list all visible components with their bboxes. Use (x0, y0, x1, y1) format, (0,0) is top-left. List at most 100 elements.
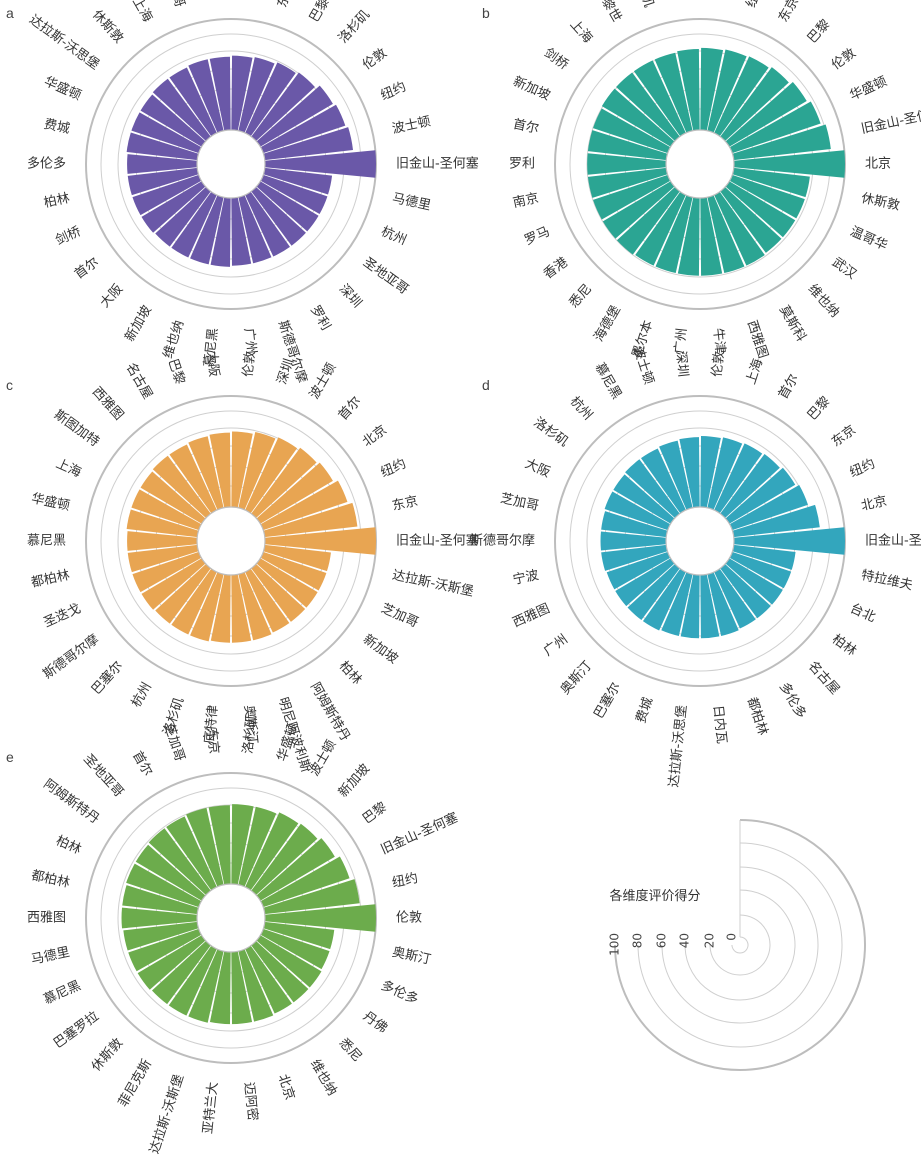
bar-华盛顿 (238, 806, 277, 887)
category-label: 菲尼克斯 (116, 1057, 155, 1110)
category-label: 新加坡 (122, 303, 155, 345)
bar-东京 (238, 57, 275, 133)
bar-广州 (677, 197, 700, 276)
category-label: 深圳 (275, 357, 297, 386)
scale-tick-label: 60 (655, 933, 669, 948)
category-label: 罗利 (307, 303, 333, 333)
bar-芝加哥 (188, 59, 224, 133)
category-label: 旧金山-圣何塞 (378, 809, 460, 857)
category-label: 旧金山-圣何塞 (860, 104, 921, 137)
bar-多伦多 (260, 928, 330, 970)
center-hole (665, 129, 735, 199)
bar-多伦多 (714, 568, 756, 629)
bar-北京 (256, 462, 333, 524)
category-label: 北京 (865, 157, 891, 172)
bar-宁波 (601, 544, 668, 571)
legend-mask (600, 805, 740, 945)
panel-letter: c (6, 377, 13, 393)
bar-北京 (238, 949, 274, 1022)
category-label: 斯图加特 (51, 407, 102, 450)
category-label: 香港 (541, 255, 571, 282)
bar-上海 (616, 72, 680, 142)
bar-芝加哥 (677, 48, 700, 131)
bar-广州 (615, 558, 675, 607)
category-label: 牛津 (710, 327, 728, 354)
bar-华盛顿 (729, 101, 821, 154)
category-label: 斯德哥尔摩 (40, 631, 102, 682)
category-label: 维也纳 (307, 1057, 339, 1098)
category-label: 奥斯汀 (558, 659, 595, 698)
bar-香港 (602, 181, 675, 239)
category-label: 华盛顿 (848, 74, 890, 104)
category-label: 首尔 (776, 372, 802, 402)
bar-圣地亚哥 (148, 828, 211, 896)
category-label: 首尔 (72, 255, 102, 282)
panel-letter: d (482, 377, 490, 393)
bar-巴黎 (720, 67, 789, 142)
category-label: 巴黎 (805, 394, 834, 423)
category-label: 新加坡 (360, 631, 401, 667)
bar-波士顿 (659, 440, 693, 510)
category-label: 阿姆斯特丹 (307, 680, 352, 744)
category-label: 新加坡 (511, 73, 553, 103)
category-label: 芝加哥 (161, 721, 188, 763)
bar-纽约 (729, 484, 809, 531)
bar-波士顿 (263, 127, 353, 161)
bar-华盛顿 (131, 112, 202, 154)
category-label: 波士顿 (630, 345, 656, 387)
category-label: 底特律 (201, 704, 221, 744)
category-label: 东京 (776, 0, 802, 25)
bar-波士顿 (245, 437, 298, 514)
category-label: 巴塞罗拉 (50, 1008, 101, 1052)
bar-丹佛 (256, 935, 322, 988)
category-label: 巴塞尔 (591, 680, 624, 722)
bar-明尼阿波利斯 (238, 572, 272, 641)
bar-慕尼黑 (127, 531, 198, 551)
bar-大阪 (155, 186, 211, 247)
bar-洛杉矶 (190, 572, 224, 642)
bar-牛津 (700, 197, 723, 276)
bar-海德堡 (635, 191, 686, 266)
bar-北京 (732, 504, 820, 538)
radial-chart-a: a旧金山-圣何塞马德里杭州圣地亚哥深圳罗利斯德哥尔摩广州慕尼黑维也纳新加坡大阪首… (6, 0, 479, 385)
bar-费城 (661, 572, 693, 636)
bar-阿姆斯特丹 (245, 568, 290, 633)
category-label: 巴黎 (805, 17, 834, 46)
category-label: 维也纳 (161, 319, 187, 361)
bar-华盛顿 (126, 509, 199, 538)
bar-大阪 (209, 432, 231, 508)
category-label: 慕尼黑 (42, 978, 84, 1008)
bar-达拉斯-沃斯堡 (188, 949, 224, 1023)
bar-新加坡 (171, 191, 217, 258)
bar-西雅图 (121, 907, 198, 929)
bar-阿姆斯特丹 (135, 844, 206, 901)
bar-悉尼 (251, 940, 309, 1003)
category-label: 柏林 (53, 833, 83, 857)
panel-letter: e (6, 749, 14, 765)
category-label: 洛杉矶 (630, 0, 656, 9)
category-label: 芝加哥 (499, 490, 540, 514)
bar-武汉 (725, 181, 796, 238)
category-label: 伦敦 (396, 910, 422, 926)
bar-南京 (587, 167, 668, 198)
bar-巴黎 (188, 436, 224, 510)
category-label: 柏林 (43, 191, 72, 211)
scale-tick-label: 100 (608, 933, 622, 956)
bar-柏林 (725, 558, 783, 605)
category-label: 纽约 (848, 456, 878, 480)
bar-旧金山-圣何塞 (732, 124, 831, 161)
category-label: 丹佛 (360, 1009, 390, 1036)
bar-费城 (126, 132, 199, 161)
category-label: 巴黎 (360, 800, 390, 827)
bar-柏林 (126, 863, 202, 908)
category-label: 南京 (511, 190, 540, 211)
bar-波士顿 (700, 47, 724, 131)
category-label: 多伦多 (379, 977, 421, 1007)
category-label: 亚特兰大 (201, 1081, 221, 1134)
bar-巴黎 (256, 838, 335, 901)
bar-纽约 (263, 879, 360, 915)
category-label: 西雅图 (89, 384, 126, 423)
center-hole (196, 883, 266, 953)
bar-奥斯汀 (627, 563, 680, 621)
bar-圣迭戈 (132, 551, 202, 593)
